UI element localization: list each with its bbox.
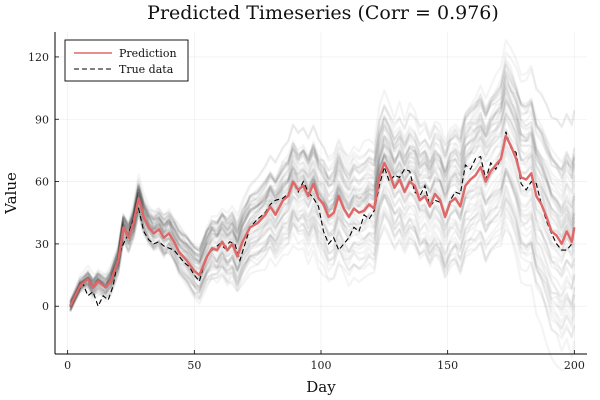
ensemble-trajectory bbox=[69, 88, 576, 303]
ensemble-trajectory bbox=[69, 118, 576, 306]
ensemble-trajectory bbox=[69, 92, 576, 304]
ensemble-trajectory bbox=[69, 203, 576, 324]
grid bbox=[55, 32, 587, 354]
ensemble-trajectory bbox=[69, 185, 576, 309]
y-tick-label: 90 bbox=[35, 113, 49, 126]
legend: Prediction True data bbox=[64, 39, 189, 82]
ensemble-trajectory bbox=[69, 70, 576, 306]
ensemble-trajectory bbox=[69, 100, 576, 306]
ensemble-trajectory bbox=[69, 99, 576, 310]
y-axis-label: Value bbox=[2, 172, 20, 215]
ensemble-trajectory bbox=[69, 74, 576, 309]
ensemble-trajectory bbox=[69, 170, 576, 312]
chart-title: Predicted Timeseries (Corr = 0.976) bbox=[147, 2, 499, 24]
ensemble-trajectory bbox=[69, 61, 576, 306]
ensemble-trajectory bbox=[69, 208, 576, 372]
ensemble-trajectory bbox=[69, 86, 576, 307]
ensemble-trajectory bbox=[69, 184, 576, 330]
ensemble-trajectory bbox=[69, 160, 576, 305]
ensemble-trajectory bbox=[69, 107, 576, 303]
ensemble-trajectory bbox=[69, 69, 576, 300]
legend-label-prediction: Prediction bbox=[119, 47, 177, 60]
ensemble-trajectory bbox=[69, 76, 576, 306]
ensemble-trajectory bbox=[69, 193, 576, 330]
y-tick-label: 30 bbox=[35, 238, 49, 251]
ensemble-trajectory bbox=[69, 84, 576, 311]
ensemble-trajectory bbox=[69, 170, 576, 311]
x-axis-label: Day bbox=[306, 378, 336, 396]
ensemble-trajectory bbox=[69, 51, 576, 302]
ensemble-trajectory bbox=[69, 98, 576, 304]
ensemble-trajectory bbox=[69, 63, 576, 304]
prediction-line bbox=[69, 134, 576, 307]
ensemble-trajectory bbox=[69, 75, 576, 303]
ensemble-trajectory bbox=[69, 102, 576, 310]
x-tick-label: 0 bbox=[64, 359, 71, 372]
series-lines bbox=[69, 131, 576, 308]
ensemble-trajectory bbox=[69, 57, 576, 304]
ensemble-trajectory bbox=[69, 153, 576, 306]
ensemble-trajectory bbox=[69, 197, 576, 312]
ensemble-trajectory bbox=[69, 149, 576, 308]
ensemble-trajectory bbox=[69, 81, 576, 301]
ensemble-trajectory bbox=[69, 112, 576, 308]
ensemble-trajectory bbox=[69, 64, 576, 304]
ensemble-trajectory bbox=[69, 81, 576, 304]
ensemble-trajectory bbox=[69, 39, 576, 303]
ensemble-trajectory bbox=[69, 151, 576, 307]
x-tick-label: 150 bbox=[437, 359, 458, 372]
ensemble-trajectory bbox=[69, 189, 576, 308]
ensemble-trajectory bbox=[69, 205, 576, 340]
legend-label-true-data: True data bbox=[119, 63, 174, 76]
ensemble-trajectory bbox=[69, 97, 576, 303]
x-tick-label: 100 bbox=[311, 359, 332, 372]
ensemble-trajectory bbox=[69, 72, 576, 303]
y-tick-label: 0 bbox=[42, 300, 49, 313]
x-tick-label: 50 bbox=[187, 359, 201, 372]
ensemble-trajectory bbox=[69, 113, 576, 305]
x-tick-label: 200 bbox=[564, 359, 585, 372]
legend-box bbox=[64, 39, 189, 82]
ensemble-trajectory bbox=[69, 171, 576, 313]
ensemble-trajectory bbox=[69, 128, 576, 308]
y-tick-label: 120 bbox=[28, 51, 49, 64]
ensemble-trajectory bbox=[69, 195, 576, 359]
ensemble-trajectory bbox=[69, 178, 576, 312]
ticks: 0 50 100 150 200 0 30 60 90 120 bbox=[28, 51, 585, 372]
ensemble-trajectory bbox=[69, 111, 576, 308]
y-tick-label: 60 bbox=[35, 176, 49, 189]
ensemble-trajectory bbox=[69, 133, 576, 307]
ensemble-trajectory bbox=[69, 116, 576, 307]
ensemble-trajectory bbox=[69, 142, 576, 307]
ensemble-trajectory bbox=[69, 135, 576, 308]
